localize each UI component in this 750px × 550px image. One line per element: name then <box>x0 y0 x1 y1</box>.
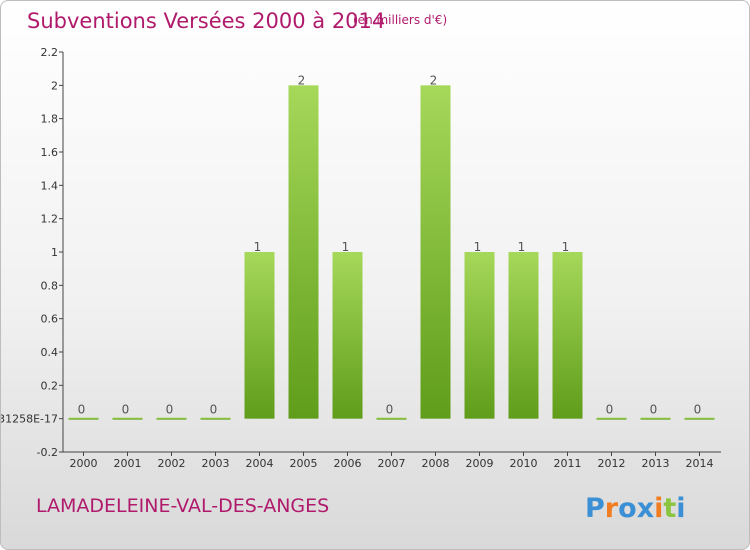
y-tick-label: 0.2 <box>41 379 59 392</box>
x-tick-label: 2008 <box>422 457 450 470</box>
data-label: 2 <box>298 73 306 87</box>
data-label: 1 <box>342 240 350 254</box>
bar <box>156 417 187 420</box>
x-tick-label: 2013 <box>642 457 670 470</box>
data-label: 1 <box>518 240 526 254</box>
bar <box>288 85 319 419</box>
bar-chart: -0.2 5.5511151231258E-17 0.2 0.4 0.6 0.8 1 1.2 1… <box>1 46 721 470</box>
bar <box>376 417 407 420</box>
y-tick-label: 1.2 <box>41 213 59 226</box>
data-label: 1 <box>254 240 262 254</box>
logo-letter: o <box>618 493 637 524</box>
logo-letter: i <box>676 493 685 524</box>
y-tick-label: 0.4 <box>41 346 59 359</box>
y-tick-label: 0.6 <box>41 313 59 326</box>
chart-subtitle: (en milliers d'€) <box>353 13 448 27</box>
data-label: 0 <box>122 403 130 417</box>
logo-letter: i <box>654 493 663 524</box>
bar <box>200 417 231 420</box>
data-label: 0 <box>386 403 394 417</box>
bar <box>552 252 583 419</box>
y-tick-label: 2.2 <box>41 46 59 59</box>
x-tick-label: 2004 <box>246 457 274 470</box>
bar <box>464 252 495 419</box>
data-label: 0 <box>694 403 702 417</box>
data-label: 0 <box>606 403 614 417</box>
x-tick-label: 2001 <box>114 457 142 470</box>
y-tick-label: 1.4 <box>41 179 59 192</box>
y-tick-label: 2 <box>51 79 58 92</box>
x-tick-label: 2007 <box>378 457 406 470</box>
data-label: 0 <box>166 403 174 417</box>
commune-name: LAMADELEINE-VAL-DES-ANGES <box>36 495 330 517</box>
proxiti-logo: Proxiti <box>585 493 686 524</box>
x-tick-label: 2006 <box>334 457 362 470</box>
x-tick-label: 2010 <box>510 457 538 470</box>
logo-letter: t <box>663 493 676 524</box>
data-label: 2 <box>430 73 438 87</box>
x-tick-label: 2012 <box>598 457 626 470</box>
y-tick-label: 1.8 <box>41 113 59 126</box>
y-tick-label: 1 <box>51 246 58 259</box>
data-label: 0 <box>78 403 86 417</box>
data-label: 1 <box>562 240 570 254</box>
logo-letter: x <box>637 493 654 524</box>
y-tick-label: -0.2 <box>37 446 58 459</box>
x-tick-label: 2002 <box>158 457 186 470</box>
bar <box>684 417 715 420</box>
bar <box>420 85 451 419</box>
bar <box>112 417 143 420</box>
y-tick-label: 5.5511151231258E-17 <box>1 413 58 426</box>
bar <box>244 252 275 419</box>
chart-title: Subventions Versées 2000 à 2014 <box>27 9 386 33</box>
logo-letter: P <box>585 493 605 524</box>
bar <box>596 417 627 420</box>
x-tick-label: 2011 <box>554 457 582 470</box>
data-label: 1 <box>474 240 482 254</box>
y-tick-label: 0.8 <box>41 279 59 292</box>
x-tick-label: 2014 <box>686 457 714 470</box>
x-tick-label: 2005 <box>290 457 318 470</box>
bar <box>640 417 671 420</box>
data-label: 0 <box>210 403 218 417</box>
data-label: 0 <box>650 403 658 417</box>
logo-letter: r <box>605 493 619 524</box>
logo-text: Proxiti <box>585 493 686 524</box>
x-tick-label: 2000 <box>70 457 98 470</box>
bar <box>508 252 539 419</box>
bar <box>332 252 363 419</box>
y-tick-label: 1.6 <box>41 146 59 159</box>
bar <box>68 417 99 420</box>
x-tick-label: 2009 <box>466 457 494 470</box>
x-tick-label: 2003 <box>202 457 230 470</box>
